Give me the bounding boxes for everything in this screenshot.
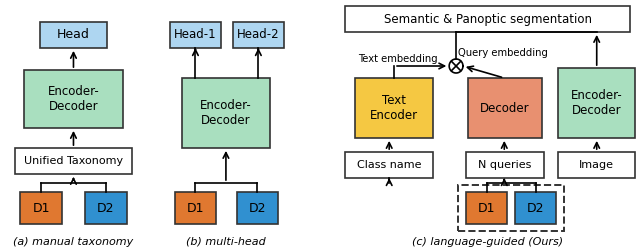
Bar <box>466 192 508 224</box>
Text: D2: D2 <box>249 202 266 214</box>
Text: (c) language-guided (Ours): (c) language-guided (Ours) <box>412 237 563 247</box>
Text: (a) manual taxonomy: (a) manual taxonomy <box>13 237 134 247</box>
Text: D1: D1 <box>32 202 50 214</box>
Bar <box>466 152 543 178</box>
Text: N queries: N queries <box>478 160 531 170</box>
Text: Text
Encoder: Text Encoder <box>370 94 418 122</box>
Bar <box>558 152 635 178</box>
Text: Head-2: Head-2 <box>237 28 280 42</box>
Text: D1: D1 <box>187 202 204 214</box>
Bar <box>175 192 216 224</box>
Text: Class name: Class name <box>357 160 422 170</box>
Bar <box>355 78 433 138</box>
Text: Image: Image <box>579 160 614 170</box>
Bar <box>558 68 635 138</box>
Text: Decoder: Decoder <box>480 102 529 114</box>
Bar <box>233 22 284 48</box>
Bar <box>468 78 541 138</box>
Bar <box>40 22 107 48</box>
Bar <box>345 152 433 178</box>
Bar <box>458 185 564 231</box>
Bar <box>15 148 131 174</box>
Bar <box>182 78 270 148</box>
Text: D1: D1 <box>478 202 495 214</box>
Bar <box>24 70 123 128</box>
Text: Encoder-
Decoder: Encoder- Decoder <box>571 89 623 117</box>
Text: Query embedding: Query embedding <box>458 48 548 58</box>
Text: (b) multi-head: (b) multi-head <box>186 237 266 247</box>
Text: Encoder-
Decoder: Encoder- Decoder <box>200 99 252 127</box>
Bar <box>170 22 221 48</box>
Bar <box>345 6 630 32</box>
Text: Head: Head <box>57 28 90 42</box>
Text: D2: D2 <box>97 202 115 214</box>
Text: Encoder-
Decoder: Encoder- Decoder <box>47 85 99 113</box>
Bar <box>20 192 61 224</box>
Text: Semantic & Panoptic segmentation: Semantic & Panoptic segmentation <box>383 13 591 25</box>
Bar <box>85 192 127 224</box>
Text: D2: D2 <box>527 202 545 214</box>
Text: Head-1: Head-1 <box>174 28 217 42</box>
Text: Unified Taxonomy: Unified Taxonomy <box>24 156 123 166</box>
Bar <box>515 192 556 224</box>
Text: Text embedding: Text embedding <box>358 54 437 64</box>
Bar <box>237 192 278 224</box>
